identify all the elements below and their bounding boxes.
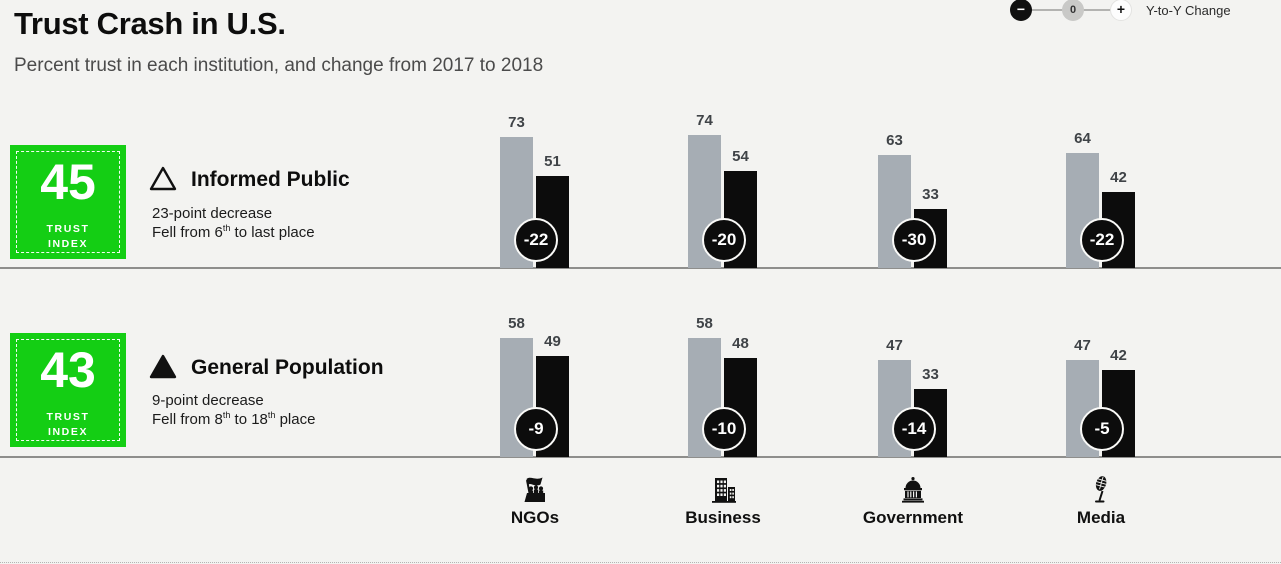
change-badge: -10 <box>702 407 746 451</box>
group-note-2: Fell from 6th to last place <box>152 223 315 241</box>
bar-group-general-media: 47 42 -5 <box>1066 0 1135 457</box>
category-label-ngos: NGOs <box>510 508 560 527</box>
media-microphone-icon <box>1083 474 1119 506</box>
index-word: INDEX <box>47 426 89 438</box>
change-badge: -20 <box>702 218 746 262</box>
index-box-dashed-border <box>16 151 120 253</box>
value-2018: 49 <box>544 333 561 350</box>
value-2017: 47 <box>886 337 903 354</box>
group-label-general: General Population <box>191 356 384 379</box>
value-2018: 42 <box>1110 347 1127 364</box>
bars-row-general: 58 49 -9 58 48 -10 47 33 -14 47 42 -5 <box>500 0 1135 457</box>
trust-word: TRUST <box>46 411 90 423</box>
yty-value-knob[interactable]: 0 <box>1062 0 1084 21</box>
value-2018: 51 <box>544 153 561 170</box>
value-2018: 33 <box>922 186 939 203</box>
index-box-dashed-border <box>16 339 120 441</box>
value-2018: 33 <box>922 366 939 383</box>
bars-row-informed: 73 51 -22 74 54 -20 63 33 -30 64 42 -22 <box>0 0 1281 268</box>
change-badge: -22 <box>514 218 558 262</box>
bar-group-general-business: 58 48 -10 <box>688 0 757 457</box>
value-2017: 64 <box>1074 130 1091 147</box>
value-2017: 73 <box>508 114 525 131</box>
value-2018: 42 <box>1110 169 1127 186</box>
change-badge: -9 <box>514 407 558 451</box>
yty-label: Y-to-Y Change <box>1146 3 1231 18</box>
trust-index-box-informed: 45 TRUST INDEX <box>10 145 126 259</box>
triangle-outline-icon <box>149 166 177 191</box>
value-2018: 54 <box>732 148 749 165</box>
value-2018: 48 <box>732 335 749 352</box>
value-2017: 63 <box>886 132 903 149</box>
yty-minus-button[interactable]: − <box>1010 0 1032 21</box>
trust-index-box-general: 43 TRUST INDEX <box>10 333 126 447</box>
group-label-informed: Informed Public <box>191 168 350 191</box>
bar-group-informed-government: 63 33 -30 <box>878 0 947 268</box>
baseline-general <box>0 456 1281 458</box>
value-2017: 58 <box>508 315 525 332</box>
government-capitol-icon <box>895 474 931 506</box>
value-2017: 47 <box>1074 337 1091 354</box>
change-badge: -14 <box>892 407 936 451</box>
group-note-2: Fell from 8th to 18th place <box>152 410 316 428</box>
bar-group-informed-ngos: 73 51 -22 <box>500 0 569 268</box>
index-word: INDEX <box>47 238 89 250</box>
category-label-government: Government <box>862 508 964 527</box>
bar-group-general-ngos: 58 49 -9 <box>500 0 569 457</box>
bar-group-informed-business: 74 54 -20 <box>688 0 757 268</box>
ngo-flag-crowd-icon <box>517 474 553 506</box>
bar-group-general-government: 47 33 -14 <box>878 0 947 457</box>
business-buildings-icon <box>705 474 741 506</box>
category-label-business: Business <box>685 508 761 527</box>
group-note-1: 23-point decrease <box>152 205 273 222</box>
triangle-filled-icon <box>149 354 177 379</box>
change-badge: -5 <box>1080 407 1124 451</box>
change-badge: -30 <box>892 218 936 262</box>
bar-group-informed-media: 64 42 -22 <box>1066 0 1135 268</box>
page-subtitle: Percent trust in each institution, and c… <box>14 55 544 76</box>
trust-index-value: 43 <box>40 342 96 398</box>
value-2017: 74 <box>696 112 713 129</box>
change-badge: -22 <box>1080 218 1124 262</box>
value-2017: 58 <box>696 315 713 332</box>
trust-index-value: 45 <box>40 154 96 210</box>
baseline-informed <box>0 267 1281 269</box>
yty-plus-button[interactable]: + <box>1110 0 1132 21</box>
page-title: Trust Crash in U.S. <box>14 6 286 41</box>
group-note-1: 9-point decrease <box>152 392 264 409</box>
trust-word: TRUST <box>46 223 90 235</box>
category-label-media: Media <box>1076 508 1126 527</box>
